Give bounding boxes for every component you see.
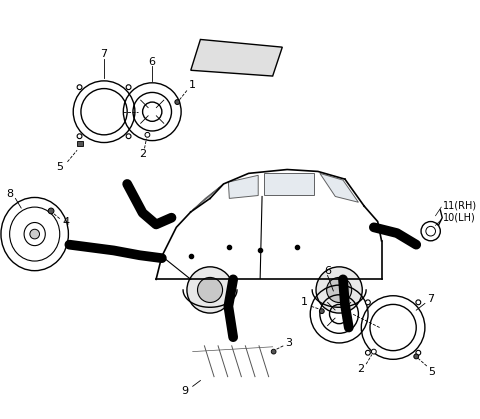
- Polygon shape: [192, 184, 224, 210]
- Text: 7: 7: [427, 294, 434, 304]
- Polygon shape: [264, 173, 314, 194]
- Circle shape: [365, 350, 370, 355]
- Circle shape: [372, 349, 376, 354]
- Text: 5: 5: [56, 162, 63, 172]
- Text: 1: 1: [189, 80, 196, 90]
- Circle shape: [48, 208, 54, 214]
- Circle shape: [126, 85, 131, 90]
- Text: 5: 5: [428, 367, 435, 377]
- Text: 1: 1: [301, 297, 308, 308]
- Text: 9: 9: [181, 386, 189, 396]
- Circle shape: [271, 349, 276, 354]
- Circle shape: [416, 350, 421, 355]
- Text: 8: 8: [6, 189, 13, 199]
- Circle shape: [77, 134, 82, 139]
- Circle shape: [77, 85, 82, 90]
- Circle shape: [319, 309, 324, 313]
- Text: 11(RH): 11(RH): [443, 200, 477, 210]
- Polygon shape: [191, 39, 282, 76]
- Text: 7: 7: [100, 49, 108, 59]
- Circle shape: [414, 354, 419, 359]
- Circle shape: [187, 267, 233, 313]
- Circle shape: [126, 134, 131, 139]
- Ellipse shape: [30, 229, 39, 239]
- Polygon shape: [228, 175, 258, 199]
- Circle shape: [416, 300, 421, 305]
- Circle shape: [197, 277, 223, 303]
- Text: 6: 6: [324, 266, 331, 276]
- Text: 2: 2: [139, 149, 146, 159]
- Circle shape: [145, 132, 150, 137]
- Text: 4: 4: [62, 217, 69, 227]
- Circle shape: [175, 100, 180, 104]
- Bar: [77, 141, 83, 146]
- Text: 3: 3: [286, 338, 292, 348]
- Circle shape: [365, 300, 370, 305]
- Circle shape: [316, 267, 362, 313]
- Circle shape: [326, 277, 352, 303]
- Text: 10(LH): 10(LH): [443, 213, 476, 222]
- Text: 2: 2: [357, 364, 364, 374]
- Polygon shape: [320, 173, 359, 202]
- Text: 6: 6: [149, 57, 156, 67]
